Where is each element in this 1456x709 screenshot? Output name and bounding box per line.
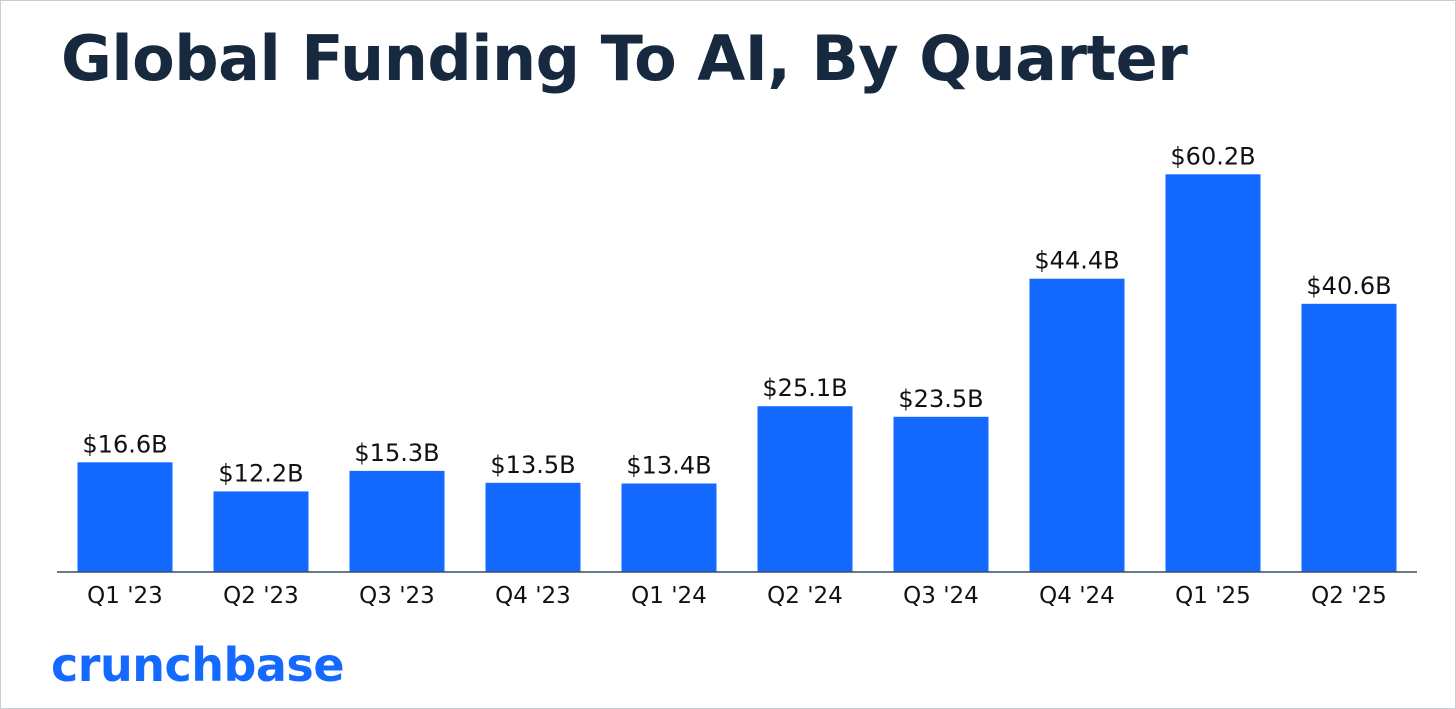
x-tick-label-9: Q1 '25 [1175, 583, 1251, 609]
x-tick-label-7: Q3 '24 [903, 583, 979, 609]
bar-chart: $16.6B $12.2B $15.3B $13.5B $13.4B $25.1B $23.… [57, 142, 1417, 609]
chart-title: Global Funding To AI, By Quarter [61, 22, 1188, 95]
tick-labels-layer: Q1 '23 Q2 '23 Q3 '23 Q4 '23 Q1 '24 Q2 '24 Q3 '… [87, 583, 1387, 609]
crunchbase-logo: crunchbase [51, 638, 345, 692]
bar-3 [349, 470, 445, 572]
value-label-9: $60.2B [1170, 142, 1255, 170]
bar-5 [621, 483, 717, 572]
value-label-4: $13.5B [490, 451, 575, 479]
value-label-2: $12.2B [218, 459, 303, 487]
value-label-6: $25.1B [762, 374, 847, 402]
x-tick-label-10: Q2 '25 [1311, 583, 1387, 609]
x-tick-label-3: Q3 '23 [359, 583, 435, 609]
bar-7 [893, 416, 989, 572]
bar-10 [1301, 303, 1397, 572]
value-label-1: $16.6B [82, 430, 167, 458]
value-labels-layer: $16.6B $12.2B $15.3B $13.5B $13.4B $25.1B $23.… [82, 142, 1391, 487]
bar-9 [1165, 174, 1261, 573]
value-label-5: $13.4B [626, 452, 711, 480]
bars-layer [77, 174, 1397, 573]
value-label-7: $23.5B [898, 385, 983, 413]
value-label-3: $15.3B [354, 439, 439, 467]
x-tick-label-2: Q2 '23 [223, 583, 299, 609]
x-tick-label-6: Q2 '24 [767, 583, 843, 609]
bar-4 [485, 482, 581, 572]
value-label-10: $40.6B [1306, 272, 1391, 300]
x-tick-label-1: Q1 '23 [87, 583, 163, 609]
bar-8 [1029, 278, 1125, 572]
bar-6 [757, 406, 853, 572]
bar-2 [213, 491, 309, 572]
x-tick-label-8: Q4 '24 [1039, 583, 1115, 609]
x-tick-label-4: Q4 '23 [495, 583, 571, 609]
bar-1 [77, 462, 173, 572]
x-tick-label-5: Q1 '24 [631, 583, 707, 609]
value-label-8: $44.4B [1034, 247, 1119, 275]
